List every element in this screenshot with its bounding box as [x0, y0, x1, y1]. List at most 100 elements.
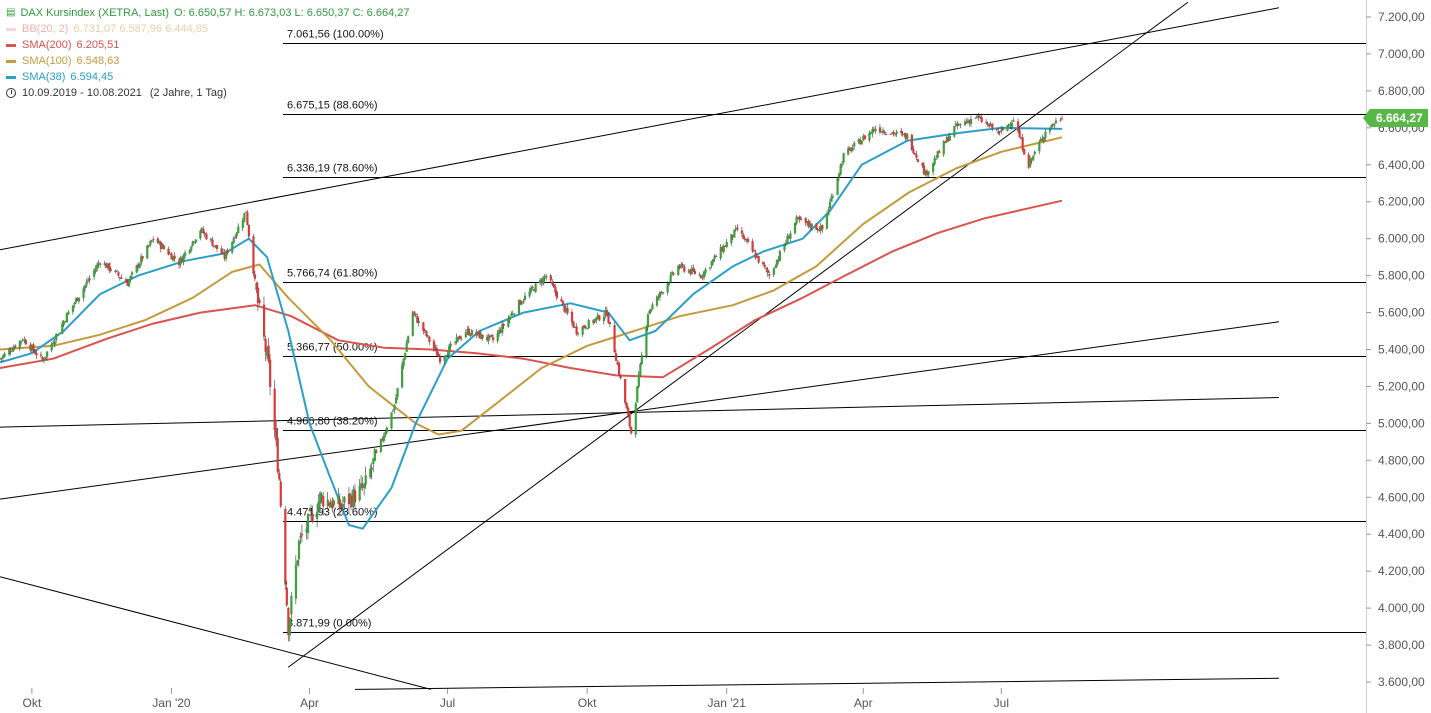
candle-down	[891, 132, 894, 134]
candle-up	[634, 403, 637, 435]
candle-up	[596, 314, 599, 319]
candle-up	[839, 164, 842, 175]
candle-down	[798, 216, 801, 220]
candle-down	[1051, 123, 1055, 126]
candle-down	[762, 261, 765, 265]
candle-up	[581, 326, 584, 335]
candle-down	[848, 147, 851, 149]
candle-up	[895, 131, 898, 135]
candle-up	[783, 244, 786, 251]
instrument-name: DAX Kursindex (XETRA, Last)	[20, 7, 170, 19]
candle-up	[827, 209, 830, 215]
candle-up	[194, 239, 197, 243]
legend-bb[interactable]: BB(20, 2) 6.731,07 6.587,96 6.444,85	[6, 21, 409, 37]
candle-up	[46, 351, 49, 357]
x-tick-label: Okt	[23, 696, 42, 710]
candle-up	[382, 435, 386, 442]
candle-down	[938, 150, 941, 153]
sma38-label: SMA(38)	[22, 71, 66, 83]
candle-up	[235, 232, 238, 237]
candle-down	[422, 322, 425, 332]
candle-up	[508, 316, 511, 320]
candle-up	[542, 277, 545, 285]
candle-up	[94, 268, 97, 272]
candle-up	[507, 318, 510, 327]
candle-down	[178, 260, 181, 266]
candle-up	[830, 196, 833, 202]
sma100-swatch	[6, 59, 16, 63]
candle-up	[370, 467, 373, 470]
candle-up	[199, 230, 202, 239]
candle-down	[328, 502, 331, 506]
trend-line	[287, 1, 1189, 668]
candle-up	[501, 324, 504, 333]
legend-sma100[interactable]: SMA(100) 6.548,63	[6, 53, 409, 69]
candle-up	[668, 282, 671, 285]
candle-down	[922, 165, 926, 175]
candle-up	[297, 540, 301, 560]
candle-up	[639, 363, 642, 376]
candle-down	[1059, 119, 1062, 121]
candle-down	[683, 266, 686, 272]
x-tick-label: Jan '20	[152, 696, 191, 710]
candle-down	[173, 255, 176, 259]
sma200-label: SMA(200)	[22, 39, 72, 51]
candle-up	[795, 216, 798, 224]
candle-up	[645, 326, 648, 357]
candle-up	[637, 374, 640, 387]
candle-up	[44, 356, 47, 359]
candle-up	[936, 151, 939, 158]
candle-up	[880, 131, 883, 133]
candle-up	[1029, 159, 1032, 167]
clock-icon	[6, 88, 16, 98]
candle-down	[757, 255, 760, 263]
candle-up	[2, 355, 5, 359]
candle-up	[690, 268, 694, 275]
candle-down	[763, 264, 766, 268]
candle-up	[225, 251, 228, 259]
fib-level-label: 5.766,74 (61.80%)	[287, 268, 378, 280]
candle-down	[285, 587, 288, 606]
candle-down	[724, 245, 727, 247]
candle-down	[203, 233, 207, 235]
fib-level-label: 7.061,56 (100.00%)	[287, 29, 384, 41]
candle-up	[927, 171, 930, 175]
candle-up	[810, 223, 813, 229]
candle-down	[481, 334, 484, 339]
candle-down	[156, 238, 159, 244]
candle-up	[851, 147, 854, 151]
candle-down	[624, 379, 627, 403]
candle-down	[438, 356, 442, 363]
candle-down	[693, 270, 697, 275]
candle-up	[352, 488, 355, 507]
candle-up	[18, 340, 21, 349]
candle-up	[819, 225, 822, 231]
candle-down	[21, 339, 24, 341]
candle-up	[733, 229, 736, 238]
candle-up	[319, 492, 322, 504]
candle-up	[470, 330, 474, 336]
sma38-line	[0, 126, 1063, 530]
candle-down	[816, 229, 819, 231]
candle-down	[577, 333, 580, 335]
candle-up	[953, 125, 956, 137]
candle-up	[446, 354, 449, 356]
candle-up	[61, 323, 64, 334]
legend-sma200[interactable]: SMA(200) 6.205,51	[6, 37, 409, 53]
candle-up	[290, 595, 293, 615]
candle-down	[252, 236, 255, 274]
candle-up	[523, 295, 527, 300]
candle-up	[957, 123, 961, 126]
candle-up	[329, 504, 332, 508]
candle-down	[1017, 121, 1020, 132]
candle-up	[457, 336, 460, 339]
candle-up	[528, 291, 531, 297]
candle-down	[1041, 138, 1044, 140]
candle-down	[35, 353, 38, 356]
candle-down	[915, 154, 918, 158]
candle-up	[191, 241, 194, 246]
legend-sma38[interactable]: SMA(38) 6.594,45	[6, 69, 409, 85]
candle-up	[65, 313, 68, 323]
candle-down	[745, 239, 748, 241]
